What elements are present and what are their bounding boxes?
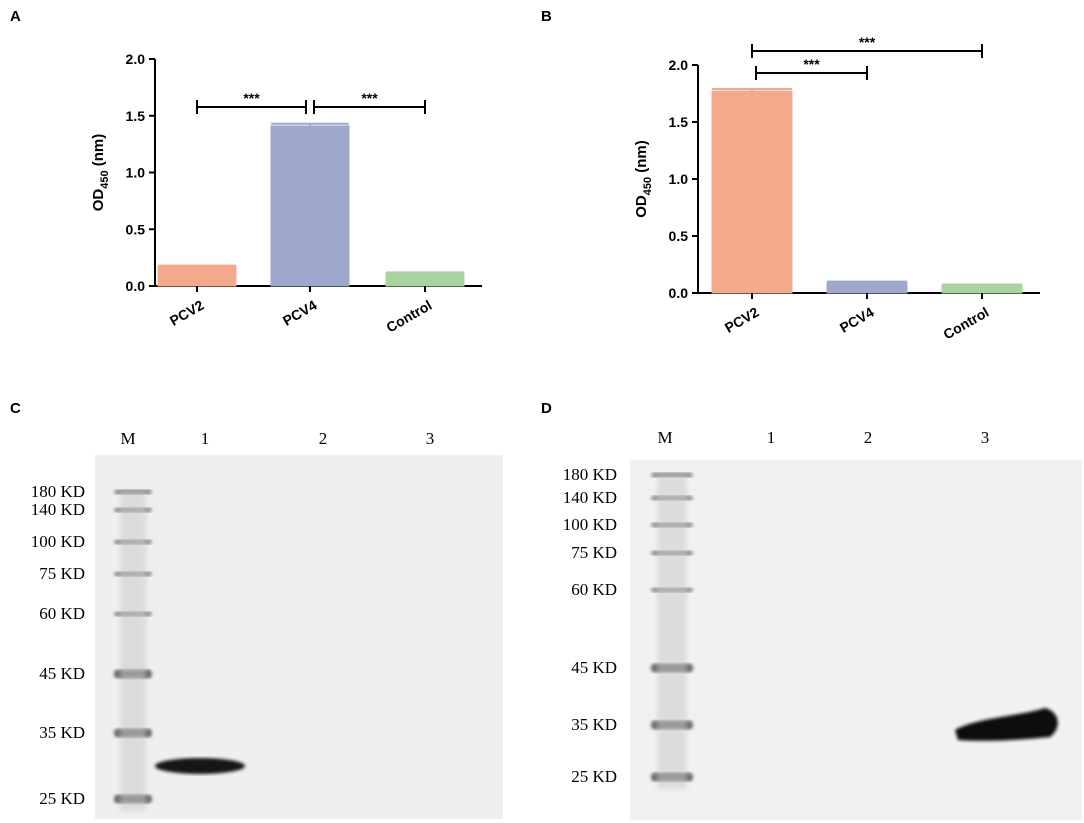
marker-label: 60 KD: [39, 604, 85, 623]
lane-label: 3: [426, 429, 435, 448]
y-label-sub: 450: [642, 177, 654, 195]
marker-label: 45 KD: [39, 664, 85, 683]
x-tick-label: PCV4: [837, 304, 877, 336]
error-bar: [942, 283, 1022, 286]
y-label-main: OD: [90, 189, 107, 212]
panel-label: B: [541, 8, 552, 25]
marker-label: 100 KD: [563, 515, 617, 534]
y-tick-label: 1.5: [669, 114, 689, 130]
y-tick-label: 2.0: [126, 51, 146, 67]
bar: [941, 284, 1023, 294]
lane-label: M: [120, 429, 135, 448]
error-bar: [712, 87, 792, 92]
blot-band: [955, 708, 1058, 741]
y-label-unit: (nm): [90, 134, 107, 171]
y-tick-label: 0.0: [669, 285, 689, 301]
significance-label: ***: [803, 56, 820, 72]
bar: [157, 266, 237, 287]
y-tick-label: 0.5: [669, 228, 689, 244]
lane-label: 2: [319, 429, 328, 448]
y-tick-label: 0.0: [126, 278, 146, 294]
x-tick-label: Control: [383, 297, 434, 336]
x-tick-label: PCV2: [722, 304, 762, 336]
lane-label: 2: [864, 428, 873, 447]
bar: [385, 273, 465, 287]
x-tick-label: PCV4: [280, 297, 320, 329]
blot-membrane: [95, 455, 503, 819]
marker-label: 75 KD: [39, 564, 85, 583]
x-tick-label: PCV2: [167, 297, 207, 329]
lane-label: M: [657, 428, 672, 447]
bar: [270, 125, 350, 287]
x-tick-label: Control: [940, 304, 991, 343]
marker-label: 35 KD: [39, 723, 85, 742]
significance-bracket: [196, 100, 307, 114]
panel-label: A: [10, 8, 21, 25]
y-tick-label: 1.5: [126, 108, 146, 124]
marker-label: 180 KD: [563, 465, 617, 484]
marker-label: 75 KD: [571, 543, 617, 562]
ladder-smear: [657, 475, 687, 789]
error-bar: [386, 271, 464, 274]
bar: [826, 282, 908, 294]
marker-label: 60 KD: [571, 580, 617, 599]
error-bar: [827, 280, 907, 283]
significance-label: ***: [361, 90, 378, 106]
y-tick-label: 1.0: [669, 171, 689, 187]
marker-label: 100 KD: [31, 532, 85, 551]
panel-label: C: [10, 400, 21, 417]
ladder-smear: [120, 492, 146, 811]
marker-label: 35 KD: [571, 715, 617, 734]
blot-membrane: [630, 460, 1082, 820]
marker-label: 25 KD: [39, 789, 85, 808]
y-label-sub: 450: [99, 170, 111, 188]
y-tick-label: 0.5: [126, 221, 146, 237]
marker-label: 25 KD: [571, 767, 617, 786]
y-axis-label: OD450 (nm): [90, 134, 111, 212]
marker-label: 180 KD: [31, 482, 85, 501]
significance-label: ***: [243, 90, 260, 106]
panel-label: D: [541, 400, 552, 417]
blot-band: [155, 758, 245, 774]
y-tick-label: 1.0: [126, 165, 146, 181]
y-label-main: OD: [633, 195, 650, 218]
y-axis-label: OD450 (nm): [633, 140, 654, 218]
y-tick-label: 2.0: [669, 57, 689, 73]
bar: [711, 90, 793, 294]
y-label-unit: (nm): [633, 140, 650, 177]
significance-label: ***: [859, 34, 876, 50]
lane-label: 3: [981, 428, 990, 447]
lane-label: 1: [201, 429, 210, 448]
significance-bracket: [755, 66, 868, 80]
lane-label: 1: [767, 428, 776, 447]
significance-bracket: [313, 100, 426, 114]
significance-bracket: [751, 44, 983, 58]
marker-label: 140 KD: [31, 500, 85, 519]
error-bar: [158, 264, 236, 267]
error-bar: [271, 122, 349, 126]
marker-label: 140 KD: [563, 488, 617, 507]
marker-label: 45 KD: [571, 658, 617, 677]
